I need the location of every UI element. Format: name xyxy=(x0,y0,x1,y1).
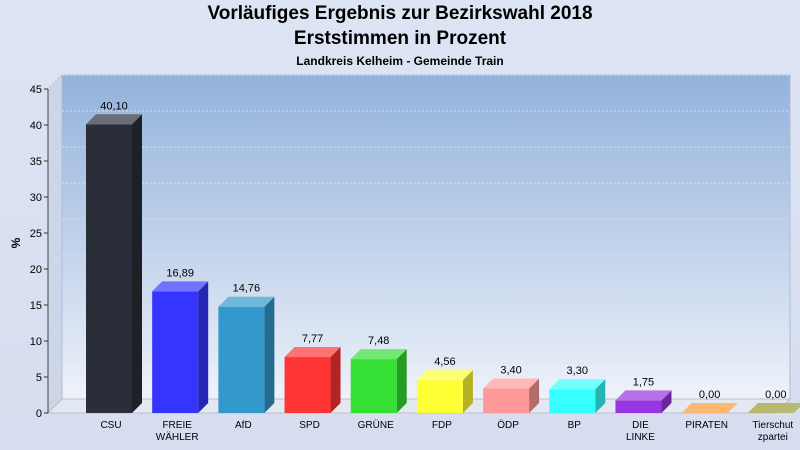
bar-afd xyxy=(218,306,265,413)
value-label: 16,89 xyxy=(166,267,194,279)
bar-ödp xyxy=(483,388,530,413)
bar-side xyxy=(330,347,341,413)
y-tick-label: 10 xyxy=(30,336,42,348)
value-label: 3,30 xyxy=(567,365,588,377)
value-label: 1,75 xyxy=(633,376,654,388)
value-label: 0,00 xyxy=(699,389,720,401)
bar-side xyxy=(132,114,142,413)
bar-fdp xyxy=(416,380,463,413)
gridline xyxy=(47,182,790,198)
bar-top xyxy=(549,379,606,390)
gridline xyxy=(47,326,790,342)
category-label: zpartei xyxy=(758,432,788,443)
category-label: AfD xyxy=(235,420,252,431)
y-tick-label: 30 xyxy=(30,192,42,204)
y-tick-label: 0 xyxy=(36,408,42,420)
y-tick-label: 45 xyxy=(30,84,42,96)
bar-freie-wähler xyxy=(152,291,199,413)
y-tick-label: 35 xyxy=(30,156,42,168)
category-label: FDP xyxy=(432,420,452,431)
bar-side xyxy=(396,349,407,413)
bar-side xyxy=(264,296,275,413)
gridline xyxy=(47,362,790,378)
bar-side xyxy=(661,390,672,413)
chart-title: Vorläufiges Ergebnis zur Bezirkswahl 201… xyxy=(207,3,593,24)
gridline xyxy=(47,218,790,234)
y-tick-label: 5 xyxy=(36,372,42,384)
gridline xyxy=(47,110,790,126)
gridline xyxy=(47,74,790,90)
plot-left-wall xyxy=(47,73,63,415)
category-label: PIRATEN xyxy=(685,420,728,431)
bar-csu xyxy=(86,124,132,413)
bar-top xyxy=(681,403,738,413)
category-label: WÄHLER xyxy=(156,431,199,443)
y-tick-label: 20 xyxy=(30,264,42,276)
category-label: GRÜNE xyxy=(358,419,394,431)
category-label: CSU xyxy=(100,420,121,431)
value-label: 3,40 xyxy=(500,365,521,377)
bar-top xyxy=(218,296,275,307)
gridline xyxy=(47,290,790,306)
value-label: 7,48 xyxy=(368,335,389,347)
bar-spd xyxy=(284,357,331,413)
bar-side xyxy=(595,379,606,413)
bar-grüne xyxy=(350,359,397,413)
chart-region-label: Landkreis Kelheim - Gemeinde Train xyxy=(296,54,504,68)
bar-top xyxy=(747,403,800,413)
bar-die-linke xyxy=(615,400,662,413)
bar-bp xyxy=(549,389,596,413)
value-label: 0,00 xyxy=(765,389,786,401)
bar-top xyxy=(284,347,341,358)
value-label: 4,56 xyxy=(434,356,455,368)
value-label: 7,77 xyxy=(302,333,323,345)
category-label: ÖDP xyxy=(497,419,519,431)
bar-side xyxy=(462,370,473,413)
bar-top xyxy=(152,281,209,292)
gridline xyxy=(47,254,790,270)
bar-top xyxy=(350,349,407,360)
bar-top xyxy=(615,390,672,401)
category-label: Tierschut xyxy=(752,420,793,431)
y-tick-label: 40 xyxy=(30,120,42,132)
bar-top xyxy=(483,378,540,389)
gridline xyxy=(47,146,790,162)
bar-top xyxy=(416,370,473,381)
y-tick-label: 25 xyxy=(30,228,42,240)
bar-top xyxy=(86,114,142,125)
chart-subtitle: Erststimmen in Prozent xyxy=(293,28,507,49)
category-label: SPD xyxy=(299,420,320,431)
category-label: FREIE xyxy=(162,420,192,431)
value-label: 14,76 xyxy=(233,283,261,295)
value-label: 40,10 xyxy=(100,100,128,112)
category-label: BP xyxy=(568,420,582,431)
category-label: DIE xyxy=(632,420,649,431)
bar-side xyxy=(529,378,540,413)
y-tick-label: 15 xyxy=(30,300,42,312)
y-axis-label: % xyxy=(9,237,23,248)
category-label: LINKE xyxy=(626,432,655,443)
bar-side xyxy=(198,281,209,413)
